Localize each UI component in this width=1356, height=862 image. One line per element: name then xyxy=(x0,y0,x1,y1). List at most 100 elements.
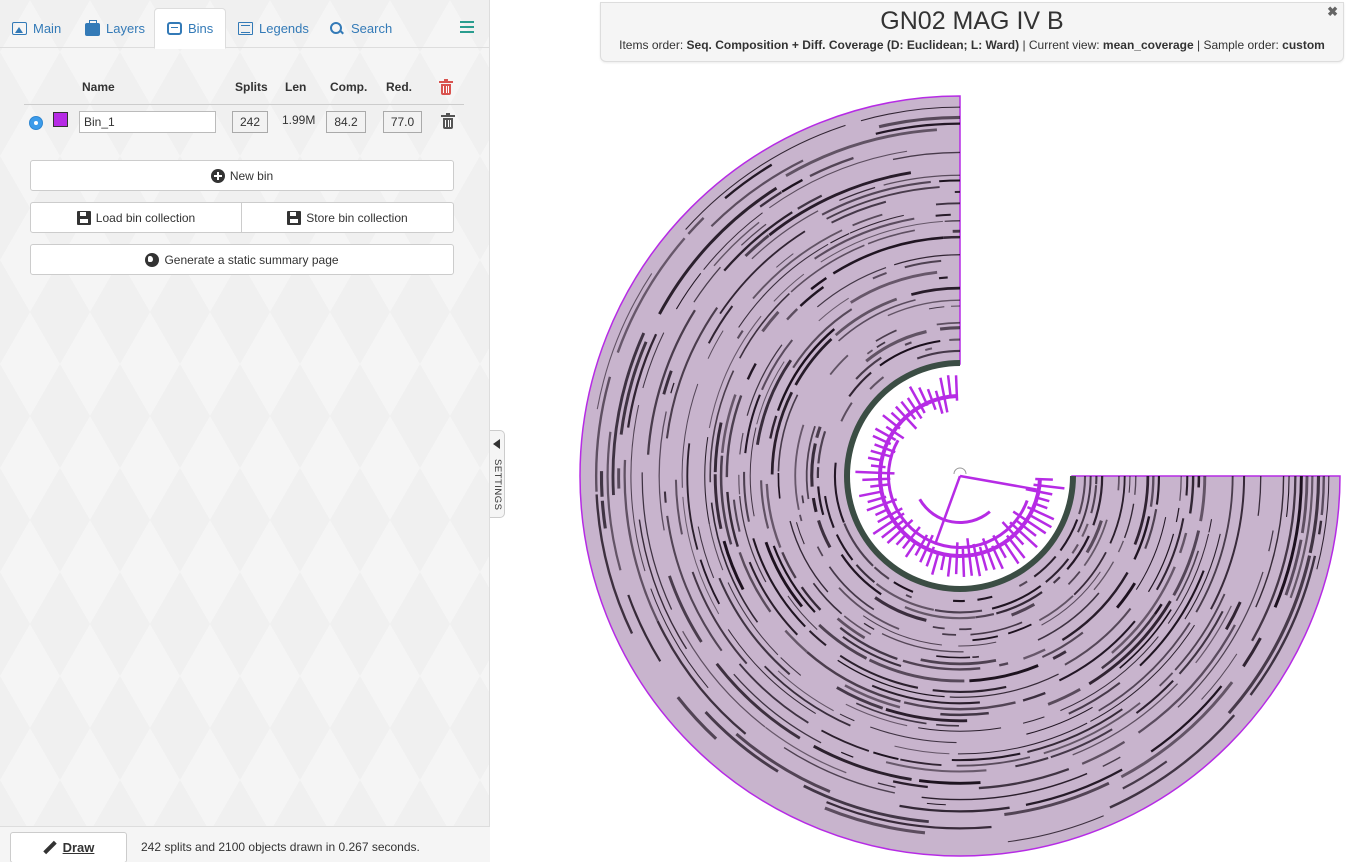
coverage-segment xyxy=(1101,613,1156,670)
coverage-segment xyxy=(739,432,744,455)
coverage-segment xyxy=(849,214,904,234)
coverage-segment xyxy=(761,310,780,333)
coverage-segment xyxy=(1178,532,1188,554)
coverage-segment xyxy=(715,662,801,740)
coverage-segment xyxy=(956,756,1031,767)
coverage-segment xyxy=(781,178,803,193)
coverage-segment xyxy=(918,779,981,785)
coverage-segment xyxy=(1242,637,1262,668)
coverage-segment xyxy=(681,383,699,488)
settings-label: SETTINGS xyxy=(492,459,503,511)
bins-panel: Main Layers Bins Legends Search Name Spl… xyxy=(0,0,490,862)
coverage-segment xyxy=(1175,507,1180,523)
coverage-segment xyxy=(836,686,884,710)
tab-bins[interactable]: Bins xyxy=(154,8,227,49)
close-icon[interactable]: ✖ xyxy=(1327,4,1338,19)
coverage-segment xyxy=(1150,685,1223,753)
tree-branch xyxy=(946,375,952,398)
tab-layers[interactable]: Layers xyxy=(73,8,157,48)
title-panel: GN02 MAG IV B Items order: Seq. Composit… xyxy=(600,2,1344,62)
coverage-segment xyxy=(1073,551,1107,596)
coverage-segment xyxy=(916,349,960,360)
coverage-segment xyxy=(1224,601,1242,631)
coverage-segment xyxy=(723,211,793,272)
coverage-segment xyxy=(991,585,1042,610)
search-icon xyxy=(330,21,345,35)
generate-summary-button[interactable]: Generate a static summary page xyxy=(30,244,454,275)
coverage-segment xyxy=(786,308,799,321)
coverage-segment xyxy=(809,156,854,178)
bin-name-field[interactable] xyxy=(79,111,216,133)
load-bin-collection-button[interactable]: Load bin collection xyxy=(30,202,242,233)
coverage-segment xyxy=(902,659,981,671)
menu-icon[interactable] xyxy=(460,21,474,33)
coverage-segment xyxy=(940,711,989,717)
coverage-segment xyxy=(704,711,779,773)
coverage-segment xyxy=(894,745,950,755)
bin-color-swatch[interactable] xyxy=(53,112,68,127)
tab-search[interactable]: Search xyxy=(318,8,404,48)
coverage-segment xyxy=(810,276,828,291)
coverage-segment xyxy=(873,566,890,580)
coverage-segment xyxy=(776,253,794,268)
tree-branch xyxy=(934,390,944,414)
delete-bin-icon[interactable] xyxy=(441,113,455,132)
tab-main[interactable]: Main xyxy=(0,8,73,48)
coverage-segment xyxy=(1007,623,1032,635)
bin-select-radio[interactable] xyxy=(29,116,43,130)
coverage-segment xyxy=(818,623,868,660)
settings-toggle[interactable]: SETTINGS xyxy=(490,430,505,518)
coverage-segment xyxy=(959,627,972,631)
delete-all-bins-icon[interactable] xyxy=(439,79,454,96)
coverage-segment xyxy=(1144,508,1158,549)
coverage-segment xyxy=(903,701,1016,711)
coverage-segment xyxy=(724,163,773,200)
coverage-segment xyxy=(1155,518,1185,591)
store-bin-collection-button[interactable]: Store bin collection xyxy=(241,202,454,233)
coverage-segment xyxy=(934,609,983,614)
coverage-segment xyxy=(765,483,782,548)
briefcase-icon xyxy=(85,19,100,36)
tree-branch xyxy=(939,377,949,413)
collapse-arrow-icon xyxy=(493,439,500,449)
tree-branch xyxy=(858,490,884,498)
coverage-segment xyxy=(670,382,675,394)
coverage-segment xyxy=(969,664,1039,683)
coverage-segment xyxy=(770,391,794,475)
coverage-segment xyxy=(1083,519,1108,567)
tab-legends[interactable]: Legends xyxy=(226,8,321,48)
coverage-segment xyxy=(970,621,1023,636)
draw-label: Draw xyxy=(62,840,95,855)
coverage-segment xyxy=(843,615,872,635)
draw-button[interactable]: Draw xyxy=(10,832,127,862)
coverage-segment xyxy=(1320,476,1326,516)
coverage-segment xyxy=(871,684,980,705)
coverage-segment xyxy=(704,437,710,525)
load-bin-collection-label: Load bin collection xyxy=(95,210,196,225)
tree-branch xyxy=(1016,520,1037,537)
coverage-segment xyxy=(958,641,997,647)
tree-branch xyxy=(900,400,917,420)
draw-status: 242 splits and 2100 objects drawn in 0.2… xyxy=(141,840,420,854)
coverage-segment xyxy=(904,341,912,346)
coverage-segment xyxy=(1023,648,1046,660)
coverage-segment xyxy=(710,159,804,228)
tree-branch xyxy=(978,546,988,571)
coverage-segment xyxy=(1027,708,1123,753)
circular-phylogram[interactable] xyxy=(560,80,1356,862)
coverage-segment xyxy=(868,658,965,683)
coverage-segment xyxy=(835,534,854,561)
coverage-segment xyxy=(893,581,914,593)
coverage-segment xyxy=(833,462,845,523)
coverage-segment xyxy=(686,443,699,550)
coverage-segment xyxy=(1128,476,1131,493)
coverage-segment xyxy=(839,186,876,202)
coverage-segment xyxy=(815,426,822,439)
coverage-segment xyxy=(978,768,1070,790)
new-bin-button[interactable]: New bin xyxy=(30,160,454,191)
coverage-segment xyxy=(1026,706,1093,735)
coverage-segment xyxy=(769,415,778,439)
coverage-segment xyxy=(1179,476,1182,501)
coverage-segment xyxy=(642,332,665,389)
coverage-segment xyxy=(1102,756,1121,768)
